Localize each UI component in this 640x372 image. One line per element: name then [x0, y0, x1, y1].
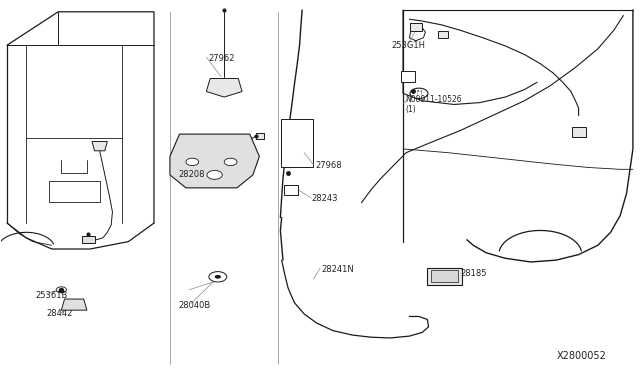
Bar	[431, 270, 458, 282]
Text: 28442: 28442	[47, 310, 73, 318]
Text: 28243: 28243	[312, 195, 338, 203]
Text: N08911-10526
(1): N08911-10526 (1)	[405, 95, 461, 114]
Polygon shape	[206, 78, 242, 97]
Circle shape	[56, 287, 67, 293]
Text: A: A	[406, 72, 411, 81]
Circle shape	[410, 88, 428, 99]
Circle shape	[224, 158, 237, 166]
Bar	[427, 269, 462, 285]
Bar	[572, 127, 586, 137]
Circle shape	[209, 272, 227, 282]
Circle shape	[214, 275, 221, 279]
Text: 28241N: 28241N	[321, 265, 354, 274]
Bar	[284, 185, 298, 195]
Text: 253G1H: 253G1H	[392, 41, 426, 50]
Bar	[438, 31, 448, 38]
Text: 28208: 28208	[178, 170, 205, 179]
Circle shape	[207, 170, 222, 179]
Text: 28040B: 28040B	[178, 301, 211, 310]
Text: 28185: 28185	[461, 269, 487, 278]
Bar	[281, 119, 313, 167]
Circle shape	[186, 158, 198, 166]
Polygon shape	[92, 141, 108, 151]
Polygon shape	[170, 134, 259, 188]
Text: 25361B: 25361B	[36, 291, 68, 300]
Text: N: N	[417, 90, 422, 96]
Bar	[410, 23, 422, 31]
Text: 27962: 27962	[208, 54, 235, 62]
Bar	[401, 71, 415, 82]
Bar	[49, 182, 100, 202]
Bar	[255, 133, 264, 138]
Text: 27968: 27968	[315, 161, 342, 170]
Text: A: A	[288, 185, 293, 194]
Text: X2800052: X2800052	[556, 352, 606, 362]
Bar	[82, 236, 95, 243]
Polygon shape	[61, 299, 87, 310]
